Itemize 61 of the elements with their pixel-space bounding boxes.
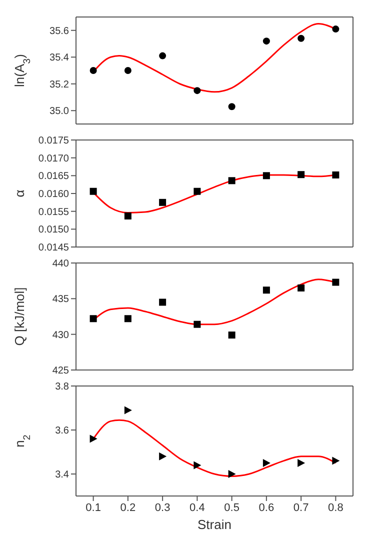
y-tick-label: 440 bbox=[52, 258, 70, 270]
point bbox=[228, 332, 236, 339]
y-tick-label: 35.6 bbox=[50, 26, 70, 37]
x-axis-title: Strain bbox=[198, 517, 232, 532]
y-tick-label: 0.0165 bbox=[38, 171, 70, 182]
x-tick-label: 0.3 bbox=[154, 502, 170, 514]
point bbox=[298, 284, 305, 292]
y-tick-label: 3.4 bbox=[55, 470, 70, 481]
y-tick-label: 0.0145 bbox=[38, 242, 70, 254]
x-tick-label: 0.8 bbox=[328, 502, 344, 514]
y-tick-label: 0.0175 bbox=[38, 136, 70, 147]
point bbox=[194, 188, 201, 195]
point bbox=[262, 172, 270, 180]
y-axis-title: Q [kJ/mol] bbox=[12, 287, 27, 346]
point bbox=[159, 52, 166, 60]
y-tick-label: 3.6 bbox=[55, 426, 70, 437]
y-tick-label: 435 bbox=[52, 294, 70, 306]
y-tick-label: 430 bbox=[52, 330, 70, 341]
y-tick-label: 35.0 bbox=[50, 106, 70, 118]
y-tick-label: 0.0155 bbox=[38, 206, 70, 218]
point bbox=[298, 459, 306, 467]
point bbox=[332, 171, 340, 178]
point bbox=[90, 315, 97, 322]
point bbox=[124, 315, 132, 322]
y-axis-title: α bbox=[12, 189, 27, 198]
point bbox=[194, 87, 201, 94]
y-tick-label: 0.0160 bbox=[38, 189, 70, 200]
y-tick-label: 0.0170 bbox=[38, 153, 70, 164]
point bbox=[228, 470, 236, 478]
point bbox=[194, 461, 202, 470]
y-tick-label: 3.8 bbox=[55, 382, 70, 393]
y-tick-label: 35.2 bbox=[50, 79, 70, 90]
x-tick-label: 0.6 bbox=[258, 502, 274, 514]
point bbox=[159, 298, 166, 306]
point bbox=[332, 26, 340, 33]
point bbox=[90, 188, 97, 195]
point bbox=[159, 452, 167, 460]
y-tick-label: 35.4 bbox=[50, 52, 70, 64]
point bbox=[298, 171, 305, 178]
point bbox=[90, 434, 98, 443]
point bbox=[124, 406, 132, 414]
point bbox=[332, 456, 340, 465]
point bbox=[194, 320, 201, 328]
point bbox=[124, 67, 132, 74]
x-tick-label: 0.5 bbox=[224, 502, 240, 514]
y-tick-label: 425 bbox=[52, 366, 70, 377]
point bbox=[228, 103, 236, 110]
x-tick-label: 0.1 bbox=[86, 502, 101, 514]
point bbox=[262, 286, 270, 294]
point bbox=[90, 67, 97, 74]
point bbox=[228, 177, 236, 184]
y-tick-label: 0.0150 bbox=[38, 224, 70, 236]
point bbox=[159, 198, 166, 206]
point bbox=[124, 212, 132, 220]
x-tick-label: 0.2 bbox=[120, 502, 136, 514]
point bbox=[262, 38, 270, 45]
x-tick-label: 0.4 bbox=[190, 502, 205, 514]
point bbox=[332, 278, 340, 286]
point bbox=[262, 459, 270, 467]
x-tick-label: 0.7 bbox=[293, 502, 309, 514]
point bbox=[298, 34, 305, 42]
